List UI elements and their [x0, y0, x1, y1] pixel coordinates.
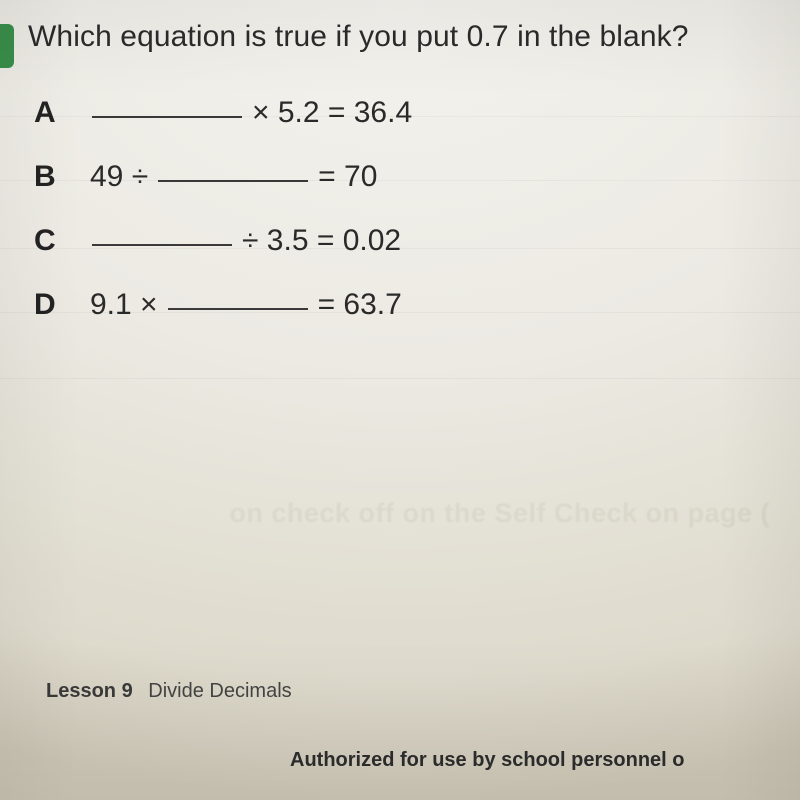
choice-row-d: D9.1 × = 63.7: [34, 288, 416, 322]
lesson-title: Divide Decimals: [148, 680, 291, 702]
choice-letter: A: [34, 96, 86, 130]
choice-list: A × 5.2 = 36.4 B49 ÷ = 70 C ÷ 3.5 = 0.02 D9.1 …: [34, 96, 416, 352]
equation-text: = 70: [318, 160, 377, 194]
photo-line-artifact: [0, 378, 800, 379]
equation-text: = 63.7: [318, 288, 402, 322]
equation-text: 49 ÷: [90, 160, 148, 194]
fill-in-blank: [168, 308, 308, 310]
question-text: Which equation is true if you put 0.7 in…: [28, 20, 792, 54]
choice-letter: B: [34, 160, 86, 194]
choice-row-c: C ÷ 3.5 = 0.02: [34, 224, 416, 258]
choice-letter: C: [34, 224, 86, 258]
equation-text: 9.1 ×: [90, 288, 158, 322]
lesson-number: Lesson 9: [46, 680, 133, 702]
fill-in-blank: [92, 244, 232, 246]
choice-letter: D: [34, 288, 86, 322]
fill-in-blank: [92, 116, 242, 118]
choice-body: 9.1 × = 63.7: [86, 288, 406, 322]
choice-body: × 5.2 = 36.4: [86, 96, 416, 130]
question-bullet: [0, 24, 14, 68]
choice-body: ÷ 3.5 = 0.02: [86, 224, 405, 258]
fill-in-blank: [158, 180, 308, 182]
choice-row-b: B49 ÷ = 70: [34, 160, 416, 194]
choice-body: 49 ÷ = 70: [86, 160, 381, 194]
choice-row-a: A × 5.2 = 36.4: [34, 96, 416, 130]
lesson-footer: Lesson 9 Divide Decimals: [46, 680, 292, 703]
worksheet-page: Which equation is true if you put 0.7 in…: [0, 0, 800, 800]
equation-text: × 5.2 = 36.4: [252, 96, 412, 130]
authorized-footer: Authorized for use by school personnel o: [290, 749, 684, 772]
equation-text: ÷ 3.5 = 0.02: [242, 224, 401, 258]
bleedthrough-text: on check off on the Self Check on page (: [60, 498, 770, 529]
